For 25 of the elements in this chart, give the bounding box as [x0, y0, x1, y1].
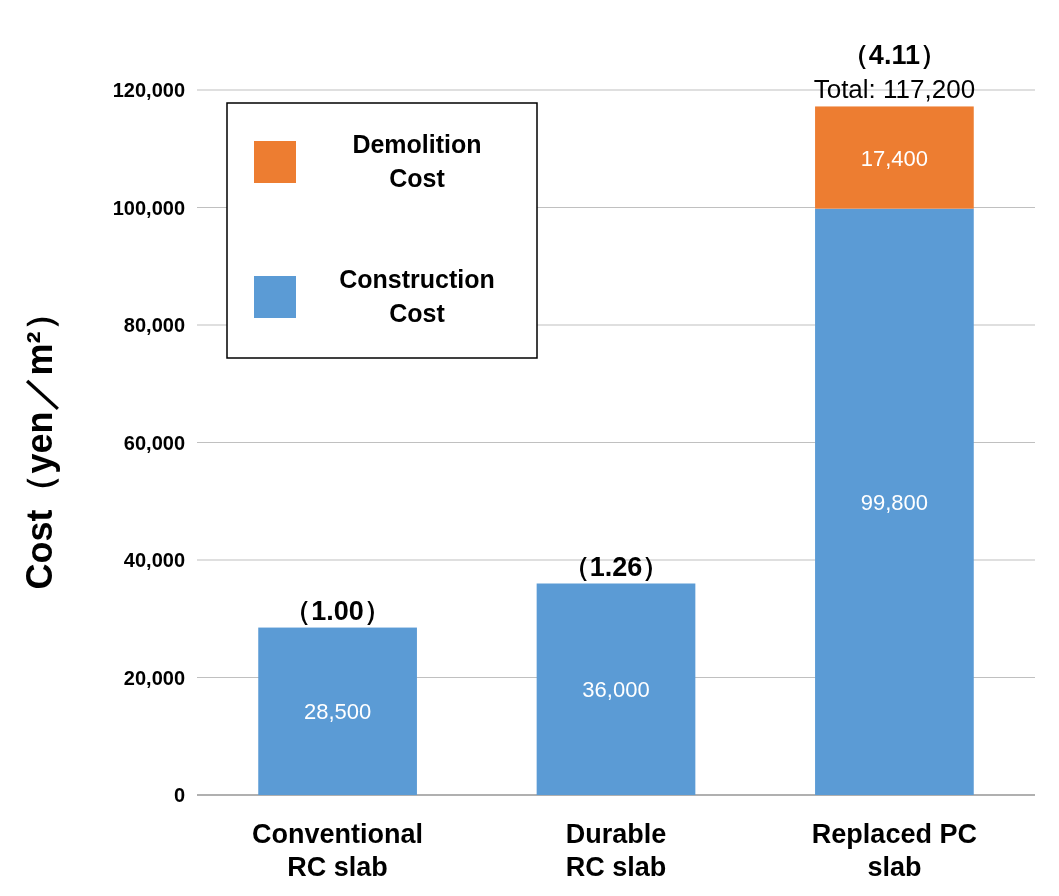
annotation: （1.26） — [562, 551, 670, 582]
x-tick-label: Conventional RC slab — [252, 819, 424, 882]
y-tick-label: 40,000 — [123, 549, 185, 571]
y-tick-label: 20,000 — [123, 666, 185, 689]
y-tick-label: 100,000 — [112, 196, 185, 219]
bar — [536, 583, 696, 795]
y-tick-label: 0 — [173, 784, 185, 806]
y-axis-title: Cost（yen／m²） — [19, 295, 60, 590]
annotation: Total: 117,200 — [813, 74, 976, 105]
y-tick-label: 120,000 — [112, 79, 185, 101]
annotation: （1.00） — [284, 595, 391, 626]
bar — [815, 208, 974, 795]
bar — [815, 106, 974, 209]
legend-label: Construction Cost — [339, 265, 495, 327]
y-tick-label: 60,000 — [123, 431, 185, 454]
bar — [258, 627, 417, 795]
data-label: 17,400 — [860, 145, 929, 171]
y-tick-label: 80,000 — [123, 314, 185, 336]
data-label: 36,000 — [582, 677, 650, 703]
x-tick-label: Durable RC slab — [565, 819, 667, 882]
legend-label: Demolition Cost — [352, 130, 482, 192]
annotation: （4.11） — [841, 40, 947, 71]
data-label: 28,500 — [303, 699, 372, 725]
data-label: 99,800 — [860, 489, 929, 515]
x-tick-label: Replaced PC slab — [811, 819, 977, 882]
